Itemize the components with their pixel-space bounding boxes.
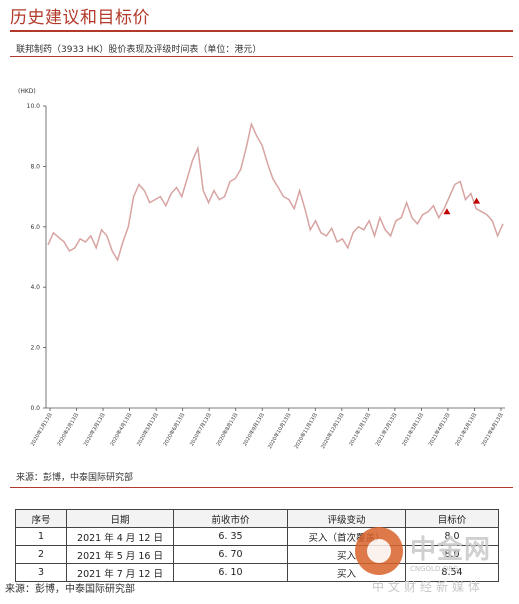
x-tick-label: 2021年6月13日 (480, 412, 505, 448)
x-tick-label: 2020年6月13日 (162, 412, 187, 448)
x-tick-label: 2020年4月13日 (109, 412, 134, 448)
y-tick-label: 4.0 (30, 284, 40, 291)
rating-history-table: 序号 日期 前收市价 评级变动 目标价 1 2021 年 4 月 12 日 6.… (15, 509, 499, 582)
x-tick-label: 2020年11月13日 (293, 412, 319, 451)
watermark-subtitle: 中文财经新媒体 (372, 580, 485, 594)
y-tick-label: 2.0 (30, 345, 40, 352)
y-tick-label: 8.0 (30, 163, 40, 170)
header-date: 日期 (66, 509, 174, 528)
cell-prev-close: 6. 35 (173, 527, 288, 546)
price-chart: (HKD) 0.02.04.06.08.010.0 2020年1月13日 2020… (18, 88, 505, 450)
x-tick-label: 2021年5月13日 (453, 412, 478, 448)
y-tick-label: 6.0 (30, 224, 40, 231)
x-tick-label: 2021年2月13日 (374, 412, 399, 448)
page-title: 历史建议和目标价 (10, 8, 150, 28)
cell-prev-close: 6. 70 (173, 545, 288, 564)
watermark-logo-icon (355, 527, 403, 575)
cell-index: 3 (15, 563, 67, 582)
cell-date: 2021 年 7 月 12 日 (66, 563, 174, 582)
table-row: 2 2021 年 5 月 16 日 6. 70 买入 8.0 (15, 545, 499, 564)
x-tick-label: 2020年5月13日 (135, 412, 160, 448)
header-prev-close: 前收市价 (173, 509, 288, 528)
x-tick-label: 2020年3月13日 (82, 412, 107, 448)
x-ticks: 2020年1月13日 2020年2月13日 2020年3月13日 2020年4月13日… (29, 408, 505, 450)
cell-date: 2021 年 4 月 12 日 (66, 527, 174, 546)
x-tick-label: 2021年4月13日 (427, 412, 452, 448)
cell-index: 1 (15, 527, 67, 546)
rating-marker (443, 208, 451, 215)
y-tick-label: 0.0 (30, 405, 40, 412)
source-rule (10, 487, 513, 488)
x-tick-label: 2020年8月13日 (215, 412, 240, 448)
y-tick-label: 10.0 (27, 103, 41, 110)
chart-axes (45, 106, 505, 409)
x-tick-label: 2020年10月13日 (266, 412, 292, 451)
cell-target-price: 8.54 (405, 563, 499, 582)
chart-source: 来源：彭博，中泰国际研究部 (16, 473, 134, 483)
caption-rule (10, 56, 513, 57)
chart-caption: 联邦制药（3933 HK）股价表现及评级时间表（单位：港元） (16, 45, 262, 55)
title-rule (10, 30, 513, 32)
axis-lines (45, 106, 505, 409)
price-line (47, 121, 504, 262)
rating-marker (473, 197, 481, 204)
x-tick-label: 2020年12月13日 (319, 412, 345, 451)
header-rating-change: 评级变动 (287, 509, 406, 528)
x-tick-label: 2020年9月13日 (241, 412, 266, 448)
watermark-url: CNGOLD.ORG (410, 565, 459, 573)
table-row: 3 2021 年 7 月 12 日 6. 10 买入 8.54 (15, 563, 499, 582)
y-axis-label: (HKD) (18, 88, 36, 95)
watermark-brand: 中金网 (410, 535, 492, 565)
rating-markers (443, 197, 481, 215)
cell-prev-close: 6. 10 (173, 563, 288, 582)
header-target-price: 目标价 (405, 509, 499, 528)
table-header-row: 序号 日期 前收市价 评级变动 目标价 (15, 509, 499, 528)
x-tick-label: 2020年2月13日 (56, 412, 81, 448)
cell-date: 2021 年 5 月 16 日 (66, 545, 174, 564)
x-tick-label: 2020年1月13日 (29, 412, 54, 448)
y-ticks: 0.0 2.0 4.0 6.0 8.0 10.0 (27, 103, 46, 412)
x-tick-label: 2021年1月13日 (347, 412, 372, 448)
table-source: 来源：彭博，中泰国际研究部 (5, 584, 135, 595)
x-tick-label: 2020年7月13日 (188, 412, 213, 448)
x-tick-label: 2021年3月13日 (400, 412, 425, 448)
header-index: 序号 (15, 509, 67, 528)
cell-index: 2 (15, 545, 67, 564)
